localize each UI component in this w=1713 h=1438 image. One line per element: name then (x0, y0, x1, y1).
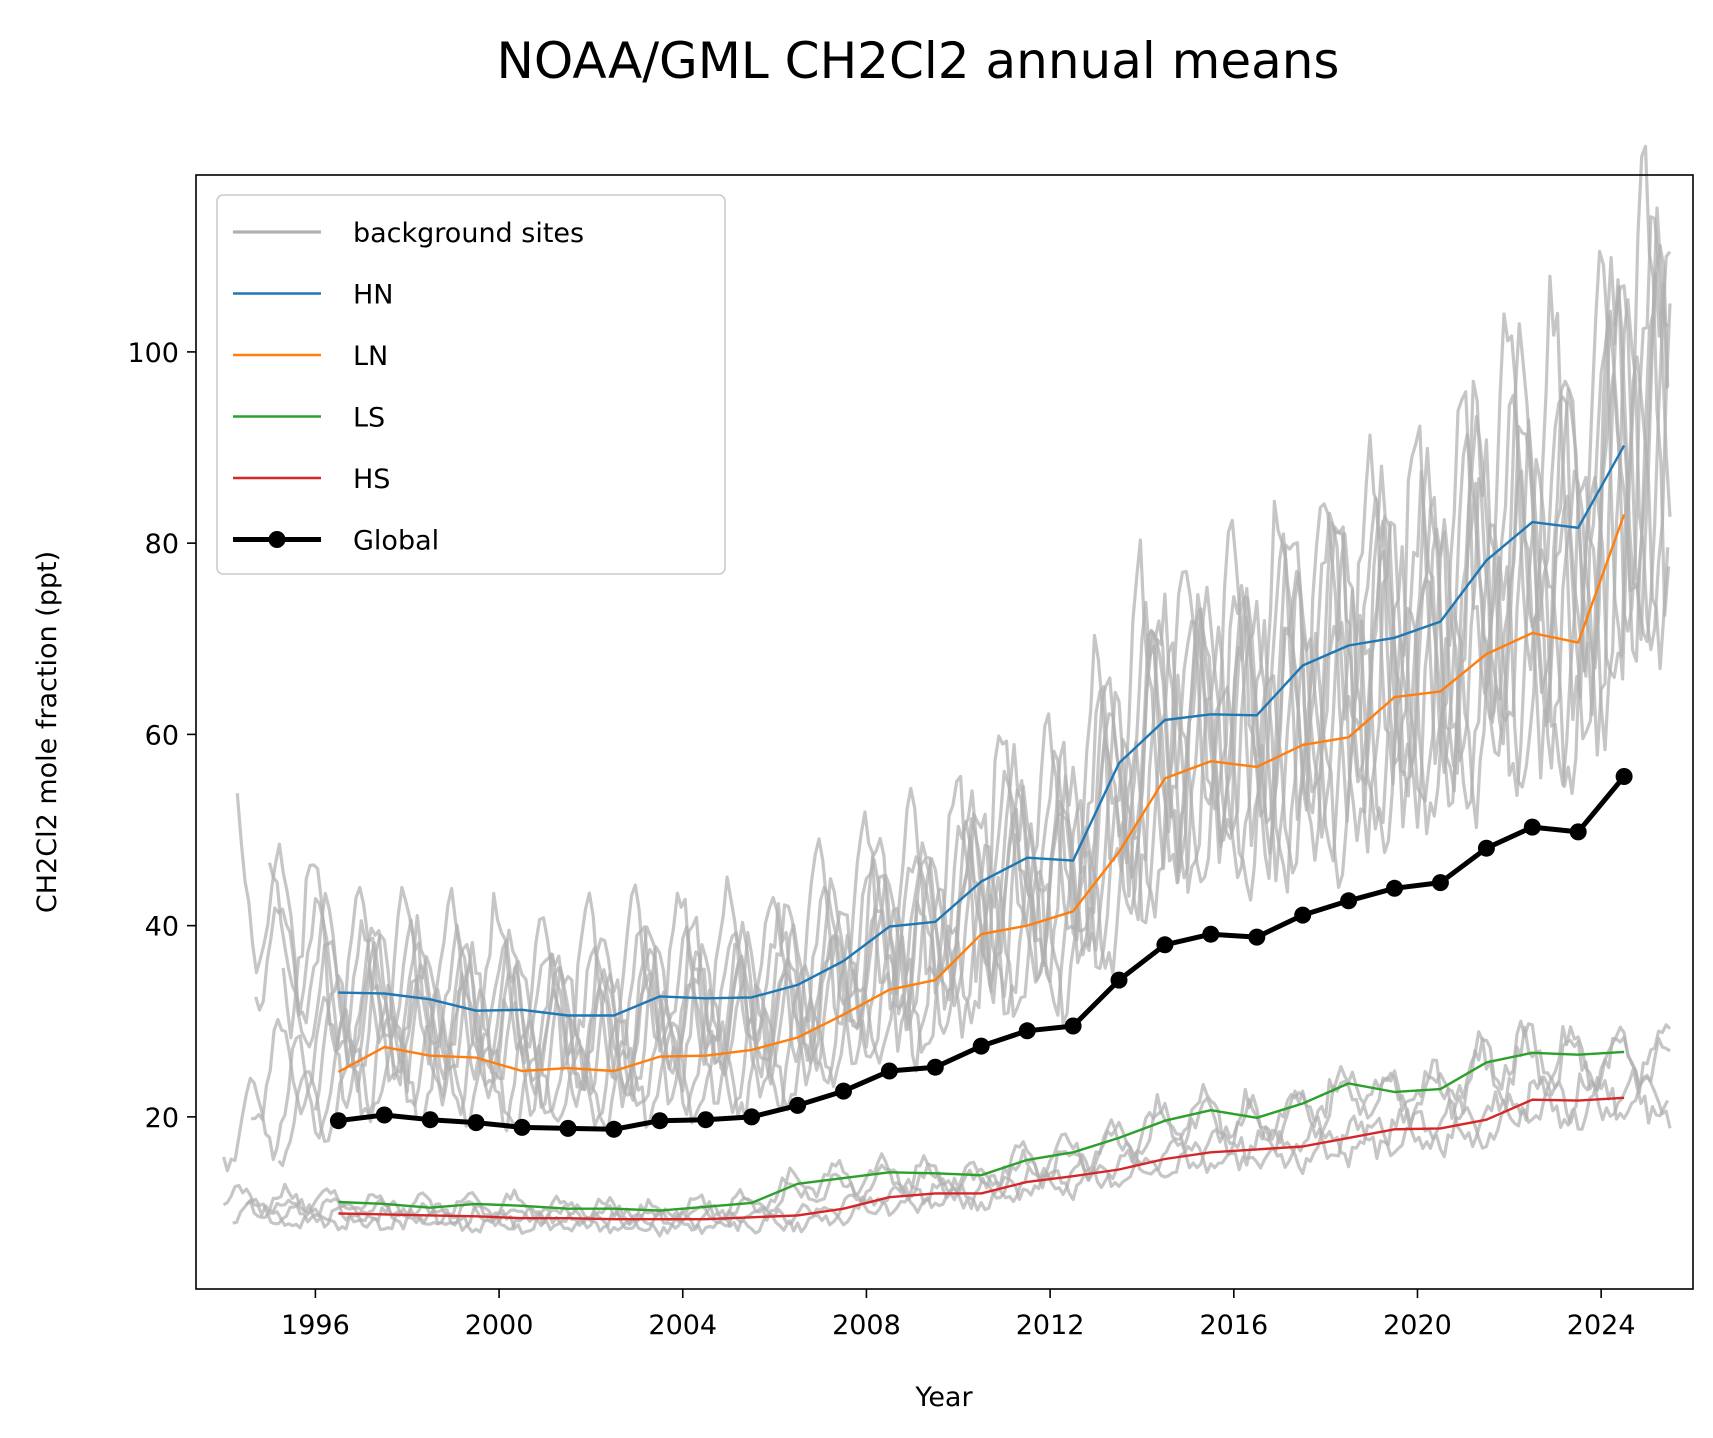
x-tick-label: 2016 (1199, 1310, 1268, 1341)
y-tick-label: 20 (145, 1103, 179, 1134)
y-axis-title: CH2Cl2 mole fraction (ppt) (32, 551, 63, 913)
global-point (1615, 768, 1633, 785)
series-line-hn (338, 445, 1626, 1017)
global-point (375, 1106, 393, 1124)
global-point (651, 1112, 669, 1130)
legend: background sites HN LN LS HS Global (216, 194, 726, 575)
series-lines (329, 445, 1633, 1221)
global-point (1523, 818, 1541, 836)
x-tick-label: 2020 (1383, 1310, 1452, 1341)
x-tick-label: 1996 (281, 1310, 350, 1341)
global-point (1248, 928, 1266, 946)
x-tick-label: 2024 (1567, 1310, 1636, 1341)
legend-label: HS (353, 464, 390, 495)
x-axis: 1996 2000 2004 2008 2012 2016 2020 2024 (281, 1289, 1636, 1341)
global-point (421, 1111, 439, 1129)
x-tick-label: 2008 (832, 1310, 901, 1341)
x-tick-label: 2004 (648, 1310, 717, 1341)
y-tick-label: 40 (145, 912, 179, 943)
y-tick-label: 100 (127, 338, 179, 369)
global-point (880, 1062, 898, 1080)
global-point (1340, 892, 1358, 910)
background-site-line (313, 250, 1672, 1111)
global-point (835, 1082, 852, 1100)
global-point (926, 1058, 944, 1076)
global-point (1110, 971, 1128, 989)
legend-label: LN (353, 341, 388, 372)
global-point (1018, 1022, 1036, 1040)
global-point (789, 1096, 807, 1114)
global-point (1386, 879, 1403, 897)
background-site-line (269, 1073, 1672, 1238)
legend-marker (268, 531, 286, 548)
global-point (1202, 925, 1220, 943)
chart-title: NOAA/GML CH2Cl2 annual means (497, 32, 1340, 90)
y-tick-label: 60 (145, 720, 179, 751)
global-point (559, 1119, 577, 1137)
series-line-hs (338, 1096, 1625, 1221)
global-point (513, 1118, 531, 1136)
legend-box (216, 194, 726, 575)
series-line-ls (338, 1050, 1625, 1212)
series-line-ln (337, 514, 1626, 1073)
global-point (605, 1120, 623, 1138)
legend-label: LS (353, 403, 385, 434)
global-point (972, 1037, 990, 1055)
global-point (1064, 1017, 1082, 1035)
legend-label: HN (353, 280, 394, 311)
legend-label: background sites (353, 218, 584, 249)
global-point (1156, 936, 1174, 954)
global-point (329, 1112, 347, 1130)
global-point (1431, 874, 1449, 892)
plot-frame (195, 174, 1694, 1290)
background-site-line (281, 144, 1671, 1081)
x-axis-title: Year (914, 1382, 973, 1413)
background-site-line (277, 355, 1670, 1168)
y-axis: 20 40 60 80 100 (127, 338, 196, 1134)
legend-label: Global (353, 526, 439, 557)
y-tick-label: 80 (145, 529, 179, 560)
x-tick-label: 2012 (1016, 1310, 1085, 1341)
global-point (1294, 906, 1312, 924)
global-point (1569, 823, 1587, 841)
x-tick-label: 2000 (465, 1310, 534, 1341)
global-point (697, 1111, 715, 1129)
global-point (1477, 839, 1495, 857)
global-point (467, 1114, 485, 1132)
global-point (743, 1108, 761, 1126)
